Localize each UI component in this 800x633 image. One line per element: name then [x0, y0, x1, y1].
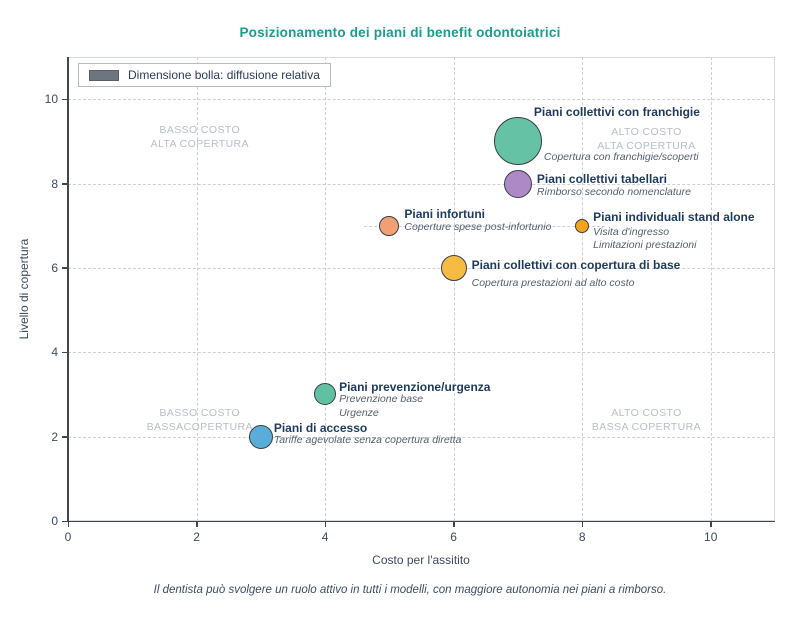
footnote: Il dentista può svolgere un ruolo attivo… [153, 584, 667, 596]
point-subtitle-line: Copertura prestazioni ad alto costo [471, 276, 635, 289]
dashed-connector [363, 225, 605, 227]
point-subtitle-line: Rimborso secondo nomenclature [536, 185, 691, 198]
quadrant-label-line: BASSO COSTO [159, 406, 241, 419]
gridline-x [582, 57, 584, 521]
y-tick-mark [62, 183, 67, 185]
quadrant-label: ALTO COSTO BASSA COPERTURA [592, 406, 701, 434]
gridline-x [196, 57, 198, 521]
quadrant-label-line: BASSACOPERTURA [146, 420, 253, 433]
data-bubble [575, 218, 590, 233]
quadrant-label-line: BASSA COPERTURA [591, 420, 701, 433]
x-tick-label: 8 [578, 530, 586, 544]
point-label: Piani infortuni [404, 206, 486, 221]
point-subtitle-line: Copertura con franchigie/scoperti [543, 151, 699, 164]
gridline-y [68, 436, 775, 438]
point-subtitle-line: Tariffe agevolate senza copertura dirett… [273, 433, 462, 446]
point-label: Piani di accesso [273, 420, 368, 435]
data-bubble [379, 215, 400, 236]
x-tick-label: 0 [64, 530, 72, 544]
data-bubble [493, 117, 542, 166]
y-tick-label: 6 [51, 260, 58, 275]
point-label: Piani individuali stand alone [593, 209, 755, 224]
data-bubble [314, 383, 337, 406]
x-tick-mark [196, 522, 198, 527]
x-tick-label: 2 [193, 530, 200, 544]
quadrant-label: BASSO COSTO ALTA COPERTURA [151, 123, 249, 151]
x-tick-label: 10 [704, 530, 718, 544]
point-subtitle-line: Urgenze [339, 406, 379, 419]
x-tick-mark [324, 522, 327, 527]
quadrant-label-line: ALTA COPERTURA [150, 138, 249, 151]
quadrant-label-line: BASSO COSTO [159, 124, 241, 137]
point-label: Piani collettivi tabellari [536, 171, 667, 186]
gridline-y [68, 183, 775, 185]
y-tick-mark [62, 351, 67, 354]
x-tick-mark [710, 522, 712, 527]
point-label: Piani prevenzione/urgenza [339, 380, 491, 395]
legend-swatch [89, 69, 119, 81]
point-label: Piani collettivi con franchigie [533, 105, 700, 120]
quadrant-label: ALTO COSTO ALTA COPERTURA [597, 125, 695, 153]
point-subtitle-line: Prevenzione base [339, 393, 424, 406]
gridline-y [68, 352, 775, 354]
point-label: Piani collettivi con copertura di base [471, 257, 681, 272]
x-tick-mark [67, 522, 69, 527]
y-axis-label: Livello di copertura [17, 238, 31, 340]
data-bubble [503, 169, 532, 198]
y-tick-label: 0 [51, 514, 58, 528]
y-axis-spine [67, 57, 69, 522]
point-subtitle-line: Coperture spese post-infortunio [404, 220, 552, 233]
gridline-y [68, 99, 775, 101]
point-subtitle: Copertura con franchigie/scoperti [544, 151, 699, 165]
y-tick-label: 2 [51, 429, 58, 444]
y-tick-label: 8 [51, 176, 58, 191]
quadrant-label-line: ALTA COPERTURA [597, 140, 696, 153]
x-tick-mark [581, 522, 584, 527]
x-tick-mark [453, 522, 455, 527]
y-tick-mark [62, 267, 67, 269]
point-subtitle: Visita d'ingresso Limitazioni prestazioni [593, 226, 696, 253]
data-bubble [440, 254, 467, 281]
y-tick-mark [62, 98, 67, 101]
point-subtitle: Rimborso secondo nomenclature [537, 186, 691, 200]
x-tick-label: 6 [450, 530, 457, 544]
x-axis-label: Costo per l'assitito [372, 553, 470, 567]
point-subtitle-line: Limitazioni prestazioni [593, 239, 697, 252]
x-axis-spine [67, 520, 775, 522]
quadrant-label-line: ALTO COSTO [611, 406, 682, 419]
point-subtitle: Copertura prestazioni ad alto costo [472, 277, 635, 291]
gridline-x [453, 57, 455, 521]
quadrant-label: BASSO COSTO BASSACOPERTURA [147, 406, 253, 434]
chart-title: Posizionamento dei piani di benefit odon… [239, 25, 561, 40]
legend: Dimensione bolla: diffusione relativa [78, 63, 331, 87]
legend-label: Dimensione bolla: diffusione relativa [128, 68, 320, 82]
y-tick-label: 4 [51, 345, 58, 360]
point-subtitle-line: Visita d'ingresso [593, 225, 670, 238]
y-tick-label: 10 [44, 92, 58, 107]
point-subtitle: Prevenzione base Urgenze [339, 393, 423, 420]
gridline-x [710, 57, 712, 521]
point-subtitle: Coperture spese post-infortunio [404, 221, 551, 235]
quadrant-label-line: ALTO COSTO [611, 126, 682, 139]
y-tick-mark [62, 436, 67, 438]
data-bubble [248, 424, 273, 449]
point-subtitle: Tariffe agevolate senza copertura dirett… [274, 434, 462, 448]
gridline-y [68, 267, 775, 269]
x-tick-label: 4 [321, 530, 329, 544]
gridline-x [325, 57, 327, 521]
y-tick-mark [62, 520, 67, 522]
